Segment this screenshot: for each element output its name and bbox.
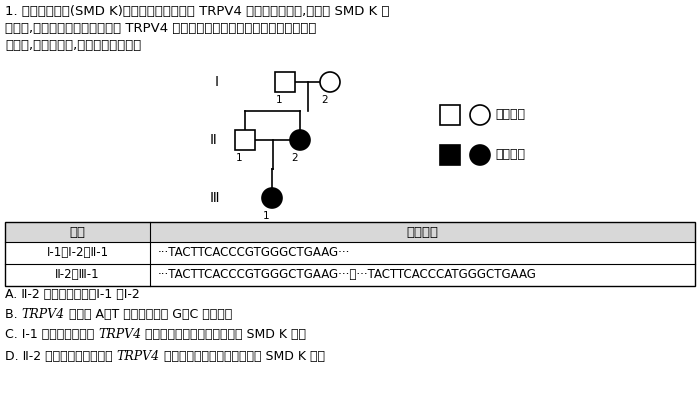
Text: Ⅱ-2、Ⅲ-1: Ⅱ-2、Ⅲ-1 xyxy=(55,269,100,281)
Circle shape xyxy=(262,188,282,208)
Text: 1. 脊柱发育不良(SMD K)的发生与常染色体上 TRPV4 基因的突变有关,现有一 SMD K 患: 1. 脊柱发育不良(SMD K)的发生与常染色体上 TRPV4 基因的突变有关,… xyxy=(5,5,389,18)
Text: D. Ⅱ-2 早期胚胎细胞中发生: D. Ⅱ-2 早期胚胎细胞中发生 xyxy=(5,350,117,363)
Bar xyxy=(235,130,255,150)
Bar xyxy=(5,242,695,264)
Text: Ⅱ: Ⅱ xyxy=(210,133,217,147)
Text: ···TACTTCACCCGTGGGCTGAAG···: ···TACTTCACCCGTGGGCTGAAG··· xyxy=(158,246,351,259)
Text: 基因的 A－T 碱基对替换为 G－C 导致突变: 基因的 A－T 碱基对替换为 G－C 导致突变 xyxy=(64,308,232,321)
Bar xyxy=(5,222,695,242)
Text: 1: 1 xyxy=(276,95,283,105)
Bar xyxy=(440,105,460,125)
Text: TRPV4: TRPV4 xyxy=(98,328,141,341)
Text: ···TACTTCACCCGTGGGCTGAAG···和···TACTTCACCCATGGGCTGAAG: ···TACTTCACCCGTGGGCTGAAG···和···TACTTCACC… xyxy=(158,269,537,281)
Text: Ⅰ: Ⅰ xyxy=(215,75,219,89)
Text: 正常男女: 正常男女 xyxy=(495,109,525,121)
Text: 基因显性突变可能导致该家系 SMD K 发生: 基因显性突变可能导致该家系 SMD K 发生 xyxy=(160,350,325,363)
Bar xyxy=(5,222,695,286)
Text: Ⅲ: Ⅲ xyxy=(210,191,220,205)
Bar xyxy=(440,145,460,165)
Bar xyxy=(275,72,295,92)
Text: 成员: 成员 xyxy=(69,226,85,238)
Text: Ⅰ-1、Ⅰ-2、Ⅱ-1: Ⅰ-1、Ⅰ-2、Ⅱ-1 xyxy=(46,246,108,259)
Text: 1: 1 xyxy=(263,211,270,221)
Text: 患病男女: 患病男女 xyxy=(495,148,525,162)
Text: 者家系,研究人员对该家系各成员 TRPV4 基因所在的测序染色体相关检测点序列进: 者家系,研究人员对该家系各成员 TRPV4 基因所在的测序染色体相关检测点序列进 xyxy=(5,22,316,35)
Text: 2: 2 xyxy=(321,95,328,105)
Text: 测序结果: 测序结果 xyxy=(407,226,438,238)
Text: TRPV4: TRPV4 xyxy=(22,308,64,321)
Bar xyxy=(5,264,695,286)
Text: 1: 1 xyxy=(236,153,243,163)
Text: 行检测,结果如下表,下列叙述正确的是: 行检测,结果如下表,下列叙述正确的是 xyxy=(5,39,141,52)
Text: A. Ⅱ-2 的致病基因来自Ⅰ-1 和Ⅰ-2: A. Ⅱ-2 的致病基因来自Ⅰ-1 和Ⅰ-2 xyxy=(5,288,140,301)
Text: TRPV4: TRPV4 xyxy=(117,350,160,363)
Text: 2: 2 xyxy=(291,153,298,163)
Circle shape xyxy=(290,130,310,150)
Text: C. Ⅰ-1 产生配子时发生: C. Ⅰ-1 产生配子时发生 xyxy=(5,328,98,341)
Circle shape xyxy=(320,72,340,92)
Text: 基因隐性突变可能导致该家系 SMD K 发生: 基因隐性突变可能导致该家系 SMD K 发生 xyxy=(141,328,307,341)
Circle shape xyxy=(470,105,490,125)
Circle shape xyxy=(470,145,490,165)
Text: B.: B. xyxy=(5,308,22,321)
